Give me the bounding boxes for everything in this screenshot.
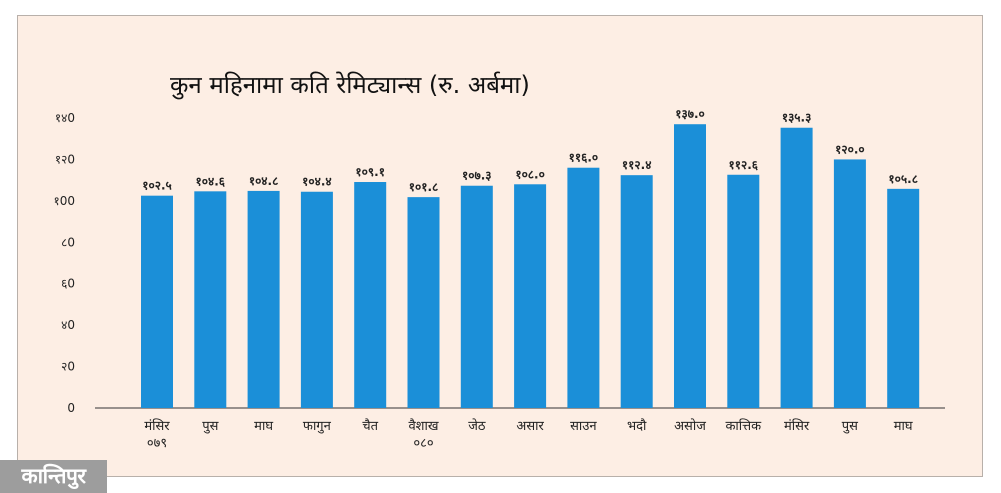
x-tick-label: मंसिर bbox=[784, 418, 810, 434]
bar bbox=[460, 185, 493, 408]
bar bbox=[354, 182, 387, 408]
x-tick-label: ०८० bbox=[413, 436, 433, 451]
y-tick-label: १२0 bbox=[55, 152, 75, 166]
bar bbox=[887, 188, 920, 408]
data-label: ११२.६ bbox=[729, 158, 759, 172]
bar bbox=[300, 191, 333, 408]
chart-title: कुन महिनामा कति रेमिट्यान्स (रु. अर्बमा) bbox=[170, 71, 530, 99]
x-tick-label: जेठ bbox=[468, 418, 486, 434]
y-tick-label: २0 bbox=[61, 360, 75, 374]
data-label: ११२.४ bbox=[622, 158, 652, 172]
data-label: १०७.३ bbox=[462, 169, 492, 183]
x-tick-label: वैशाख bbox=[408, 418, 438, 434]
data-label: ११६.० bbox=[569, 151, 599, 165]
chart-panel bbox=[17, 15, 983, 477]
data-label: १३५.३ bbox=[782, 111, 812, 125]
data-label: १०१.८ bbox=[409, 180, 439, 194]
data-label: १०४.६ bbox=[196, 174, 226, 188]
x-tick-label: पुस bbox=[842, 419, 858, 434]
bar bbox=[141, 195, 173, 408]
bar bbox=[247, 190, 280, 408]
bar bbox=[620, 175, 653, 408]
x-tick-label: माघ bbox=[894, 419, 913, 434]
data-label: १०८.० bbox=[515, 167, 545, 181]
data-label: १२०.० bbox=[835, 142, 865, 156]
x-tick-label: असार bbox=[516, 419, 544, 434]
x-tick-label: भदौ bbox=[627, 418, 647, 434]
x-tick-label: असोज bbox=[674, 418, 706, 434]
y-tick-label: १00 bbox=[53, 194, 75, 208]
x-tick-label: ०७९ bbox=[147, 436, 167, 451]
x-tick-label: माघ bbox=[254, 419, 273, 434]
y-tick-label: ८0 bbox=[61, 235, 75, 249]
data-label: १०४.८ bbox=[249, 174, 279, 188]
data-label: १०४.४ bbox=[302, 175, 332, 189]
bar bbox=[727, 174, 760, 408]
bar bbox=[407, 197, 440, 408]
x-tick-label: साउन bbox=[570, 419, 597, 434]
x-tick-label: पुस bbox=[202, 419, 218, 434]
bar bbox=[780, 127, 813, 408]
data-label: १०९.१ bbox=[355, 165, 385, 179]
data-label: १०२.५ bbox=[142, 179, 172, 193]
data-label: १३७.० bbox=[675, 107, 705, 121]
y-tick-label: १४0 bbox=[55, 111, 75, 125]
bar bbox=[567, 167, 600, 408]
bar bbox=[674, 124, 706, 408]
bar bbox=[833, 159, 866, 408]
x-tick-label: मंसिर bbox=[144, 418, 170, 434]
data-label: १०५.८ bbox=[888, 172, 918, 186]
bar bbox=[514, 184, 547, 408]
x-tick-label: चैत bbox=[362, 418, 378, 434]
bar bbox=[194, 191, 227, 408]
x-tick-label: फागुन bbox=[303, 419, 332, 434]
y-tick-label: 0 bbox=[67, 401, 75, 415]
y-tick-label: ६0 bbox=[61, 277, 75, 291]
x-tick-label: कात्तिक bbox=[725, 418, 762, 434]
kantipur-logo: कान्तिपुर bbox=[0, 460, 107, 493]
y-tick-label: ४0 bbox=[61, 318, 75, 332]
